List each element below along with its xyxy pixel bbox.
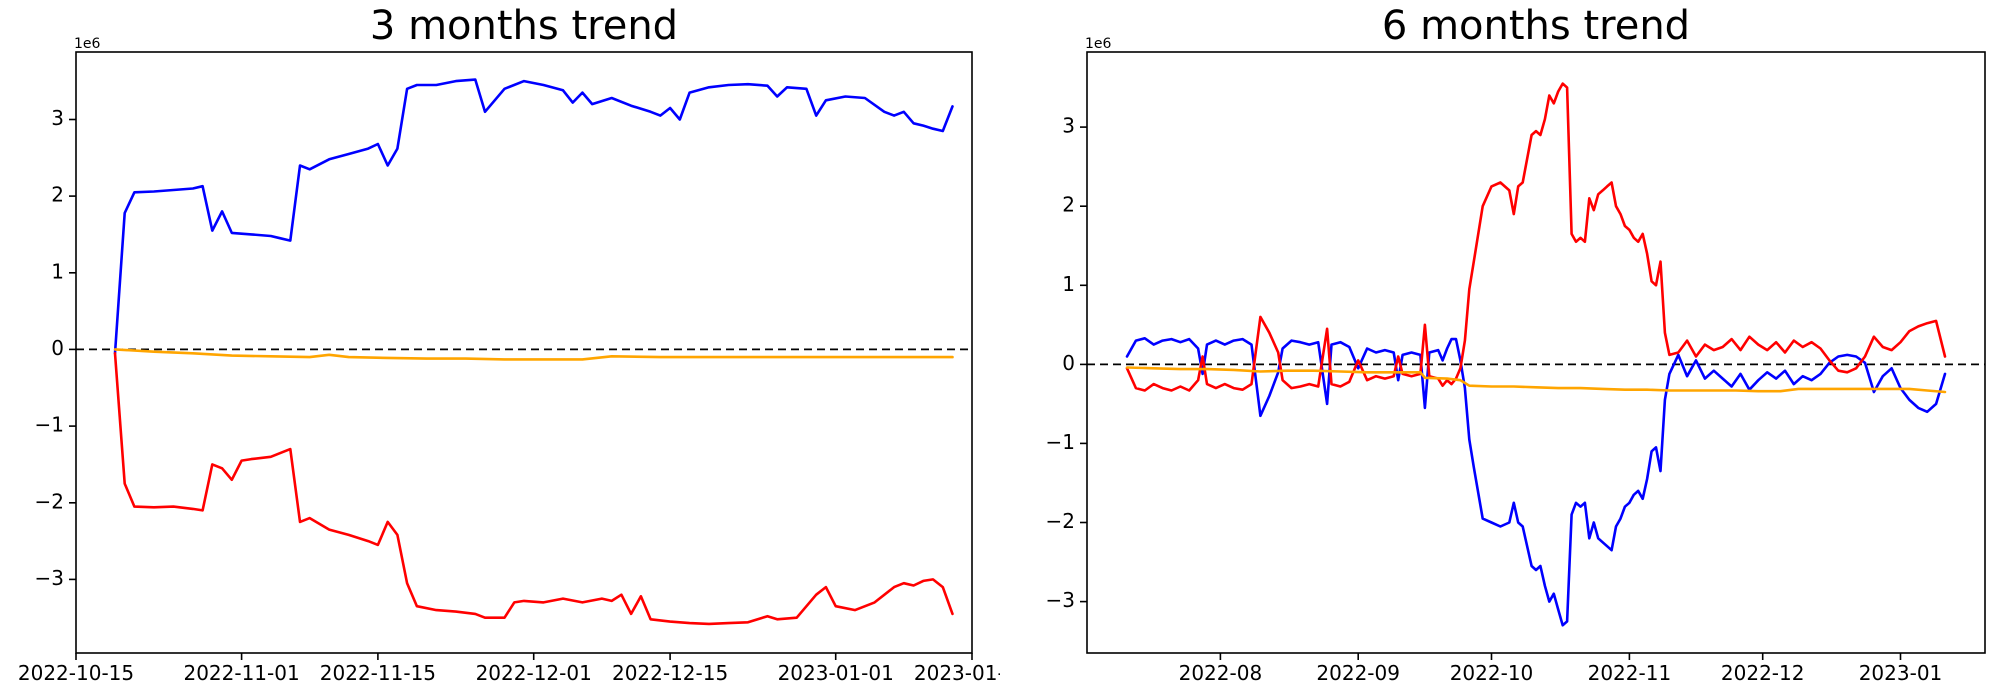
y-tick-label: −1 [35, 413, 64, 437]
y-tick-label: −2 [1046, 509, 1075, 533]
orange-series [113, 348, 954, 361]
y-tick-label: −3 [35, 566, 64, 590]
x-tick-label: 2022-11-15 [320, 661, 436, 685]
x-tick-label: 2022-12-15 [612, 661, 728, 685]
x-tick-label: 2022-12 [1721, 661, 1805, 685]
y-tick-label: 1 [1062, 272, 1075, 296]
x-tick-label: 2022-10 [1450, 661, 1534, 685]
y-tick-label: 1 [51, 259, 64, 283]
y-tick-label: −1 [1046, 430, 1075, 454]
red-series [113, 351, 954, 626]
blue-series [1125, 336, 1947, 627]
y-tick-label: 0 [1062, 351, 1075, 375]
plot-area-6-months: 2022-08 2022-09 2022-10 2022-11 2022-12 2023-… [1046, 51, 1986, 685]
x-tick-label: 2022-11 [1588, 661, 1672, 685]
x-tick-label: 2023-01-15 [914, 661, 1000, 685]
x-tick-label: 2023-01 [1859, 661, 1943, 685]
chart-title-3-months: 3 months trend [369, 3, 679, 49]
axes-border [1086, 51, 1986, 654]
y-tick-label: 0 [51, 336, 64, 360]
x-tick-label: 2022-11-01 [183, 661, 299, 685]
x-tick-label: 2022-10-15 [18, 661, 134, 685]
blue-series [113, 78, 954, 355]
y-tick-label: −2 [35, 489, 64, 513]
y-axis-offset-label-3-months: 1e6 [74, 36, 101, 52]
orange-series [1125, 366, 1947, 394]
x-tick-label: 2023-01-01 [778, 661, 894, 685]
x-tick-label: 2022-09 [1316, 661, 1400, 685]
y-tick-label: 2 [1062, 193, 1075, 217]
plot-area-3-months: 2022-10-15 2022-11-01 2022-11-15 2022-12-01… [18, 51, 1000, 685]
y-tick-label: 3 [51, 106, 64, 130]
y-tick-label: 2 [51, 183, 64, 207]
y-tick-label: −3 [1046, 588, 1075, 612]
y-tick-label: 3 [1062, 114, 1075, 138]
x-tick-label: 2022-12-01 [476, 661, 592, 685]
x-tick-label: 2022-08 [1179, 661, 1263, 685]
y-axis-offset-label-6-months: 1e6 [1085, 36, 1112, 52]
chart-6-months-trend: 6 months trend 1e6 2022-08 2022-09 2022-10… [1000, 0, 2000, 700]
chart-title-6-months: 6 months trend [1381, 3, 1691, 49]
chart-3-months-trend: 3 months trend 1e6 2022-10-15 2022-11-01 2… [18, 3, 1000, 685]
red-series [1125, 82, 1947, 392]
axes-border [75, 51, 973, 654]
